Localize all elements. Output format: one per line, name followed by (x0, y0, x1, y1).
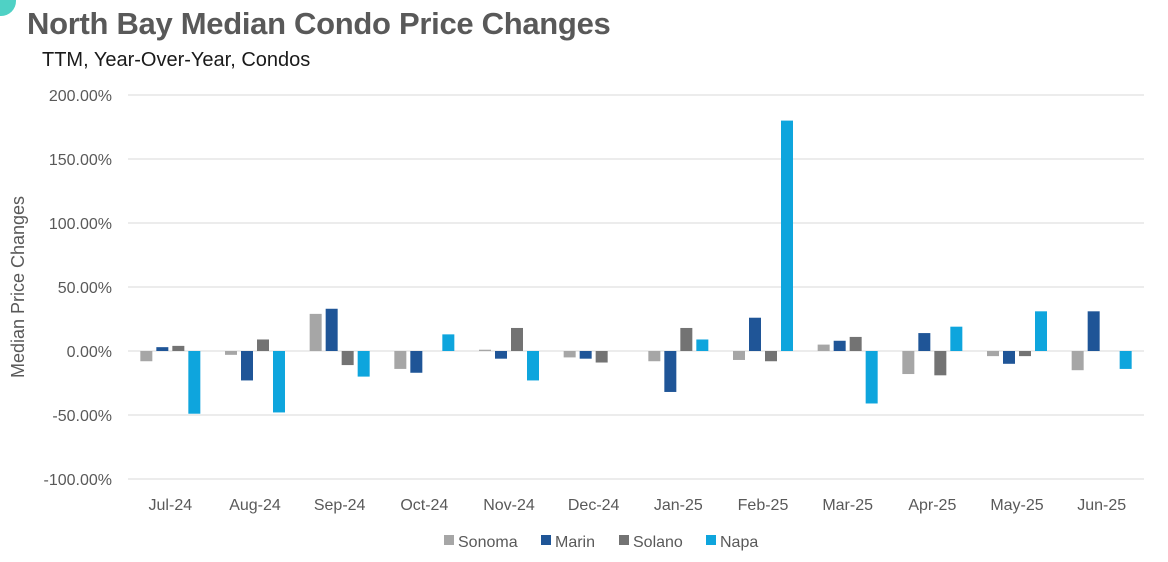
legend-swatch (541, 535, 551, 545)
bar-napa-jun-25 (1119, 351, 1132, 369)
bar-napa-feb-25 (781, 120, 793, 351)
y-axis-label: Median Price Changes (8, 196, 28, 378)
bar-marin-sep-24 (325, 308, 338, 351)
bar-solano-mar-25 (849, 336, 862, 351)
y-tick-label: 150.00% (49, 152, 112, 169)
y-axis-ticks: 200.00% 150.00% 100.00% 50.00% 0.00% -50.00% -… (44, 88, 113, 489)
bar-sonoma-jun-25 (1071, 351, 1084, 371)
x-axis-ticks: Jul-24 Aug-24 Sep-24 Oct-24 Nov-24 Dec-24 Jan-… (149, 497, 1127, 514)
legend-item-sonoma: Sonoma (444, 534, 518, 551)
legend-item-solano: Solano (619, 534, 683, 551)
bar-sonoma-apr-25 (902, 351, 915, 375)
legend-label: Marin (555, 534, 595, 551)
bar-sonoma-jul-24 (140, 351, 153, 362)
legend-label: Sonoma (458, 534, 518, 551)
bar-sonoma-oct-24 (394, 351, 407, 369)
bar-marin-jul-24 (156, 347, 169, 351)
x-tick-label: Jun-25 (1077, 497, 1126, 514)
bar-sonoma-mar-25 (817, 344, 830, 351)
bar-napa-mar-25 (865, 351, 878, 404)
x-tick-label: Sep-24 (314, 497, 366, 514)
x-tick-label: Nov-24 (483, 497, 535, 514)
x-tick-label: Dec-24 (568, 497, 620, 514)
x-tick-label: Apr-25 (908, 497, 956, 514)
bar-marin-mar-25 (833, 340, 846, 351)
bar-solano-may-25 (1019, 351, 1031, 357)
legend: Sonoma Marin Solano Napa (444, 534, 758, 551)
y-tick-label: 200.00% (49, 88, 112, 105)
x-tick-label: Jul-24 (149, 497, 193, 514)
x-tick-label: Feb-25 (738, 497, 789, 514)
bar-solano-apr-25 (934, 351, 947, 376)
legend-swatch (619, 535, 629, 545)
bar-napa-sep-24 (357, 351, 370, 377)
y-tick-label: 0.00% (67, 344, 112, 361)
bar-marin-oct-24 (410, 351, 423, 373)
y-tick-label: 50.00% (58, 280, 112, 297)
bar-solano-feb-25 (765, 351, 777, 362)
bar-solano-nov-24 (511, 327, 523, 351)
bar-napa-aug-24 (273, 351, 285, 413)
bar-marin-feb-25 (749, 317, 761, 351)
bar-marin-apr-25 (918, 333, 931, 351)
bar-sonoma-may-25 (987, 351, 999, 357)
bar-solano-sep-24 (341, 351, 354, 366)
bar-marin-may-25 (1003, 351, 1015, 364)
y-tick-label: -100.00% (44, 472, 113, 489)
bar-napa-may-25 (1035, 311, 1047, 351)
x-tick-label: Oct-24 (400, 497, 448, 514)
bar-napa-oct-24 (442, 334, 455, 351)
bar-marin-dec-24 (579, 351, 592, 359)
bar-marin-jan-25 (664, 351, 677, 392)
legend-label: Napa (720, 534, 758, 551)
bar-sonoma-dec-24 (563, 351, 576, 358)
x-tick-label: Mar-25 (822, 497, 873, 514)
bar-solano-dec-24 (595, 351, 608, 363)
bar-marin-aug-24 (241, 351, 253, 381)
y-tick-label: 100.00% (49, 216, 112, 233)
y-tick-label: -50.00% (52, 408, 112, 425)
chart-title: North Bay Median Condo Price Changes (27, 6, 611, 41)
legend-label: Solano (633, 534, 683, 551)
bar-sonoma-sep-24 (309, 313, 322, 351)
bars (140, 120, 1132, 414)
legend-swatch (706, 535, 716, 545)
chart-subtitle: TTM, Year-Over-Year, Condos (42, 49, 311, 71)
bar-solano-aug-24 (257, 339, 269, 351)
bar-solano-jan-25 (680, 327, 693, 351)
bar-napa-jan-25 (696, 339, 709, 351)
bar-sonoma-aug-24 (225, 351, 237, 355)
legend-swatch (444, 535, 454, 545)
legend-item-napa: Napa (706, 534, 758, 551)
bar-marin-jun-25 (1087, 311, 1100, 351)
legend-item-marin: Marin (541, 534, 595, 551)
bar-napa-nov-24 (527, 351, 539, 381)
x-tick-label: May-25 (990, 497, 1043, 514)
x-tick-label: Jan-25 (654, 497, 703, 514)
bar-marin-nov-24 (495, 351, 507, 359)
x-tick-label: Aug-24 (229, 497, 281, 514)
bar-napa-jul-24 (188, 351, 201, 414)
bar-sonoma-jan-25 (648, 351, 661, 362)
gridlines (128, 94, 1144, 480)
bar-napa-apr-25 (950, 326, 963, 351)
bar-sonoma-nov-24 (479, 349, 491, 351)
bar-solano-jul-24 (172, 345, 185, 351)
bar-sonoma-feb-25 (733, 351, 745, 360)
